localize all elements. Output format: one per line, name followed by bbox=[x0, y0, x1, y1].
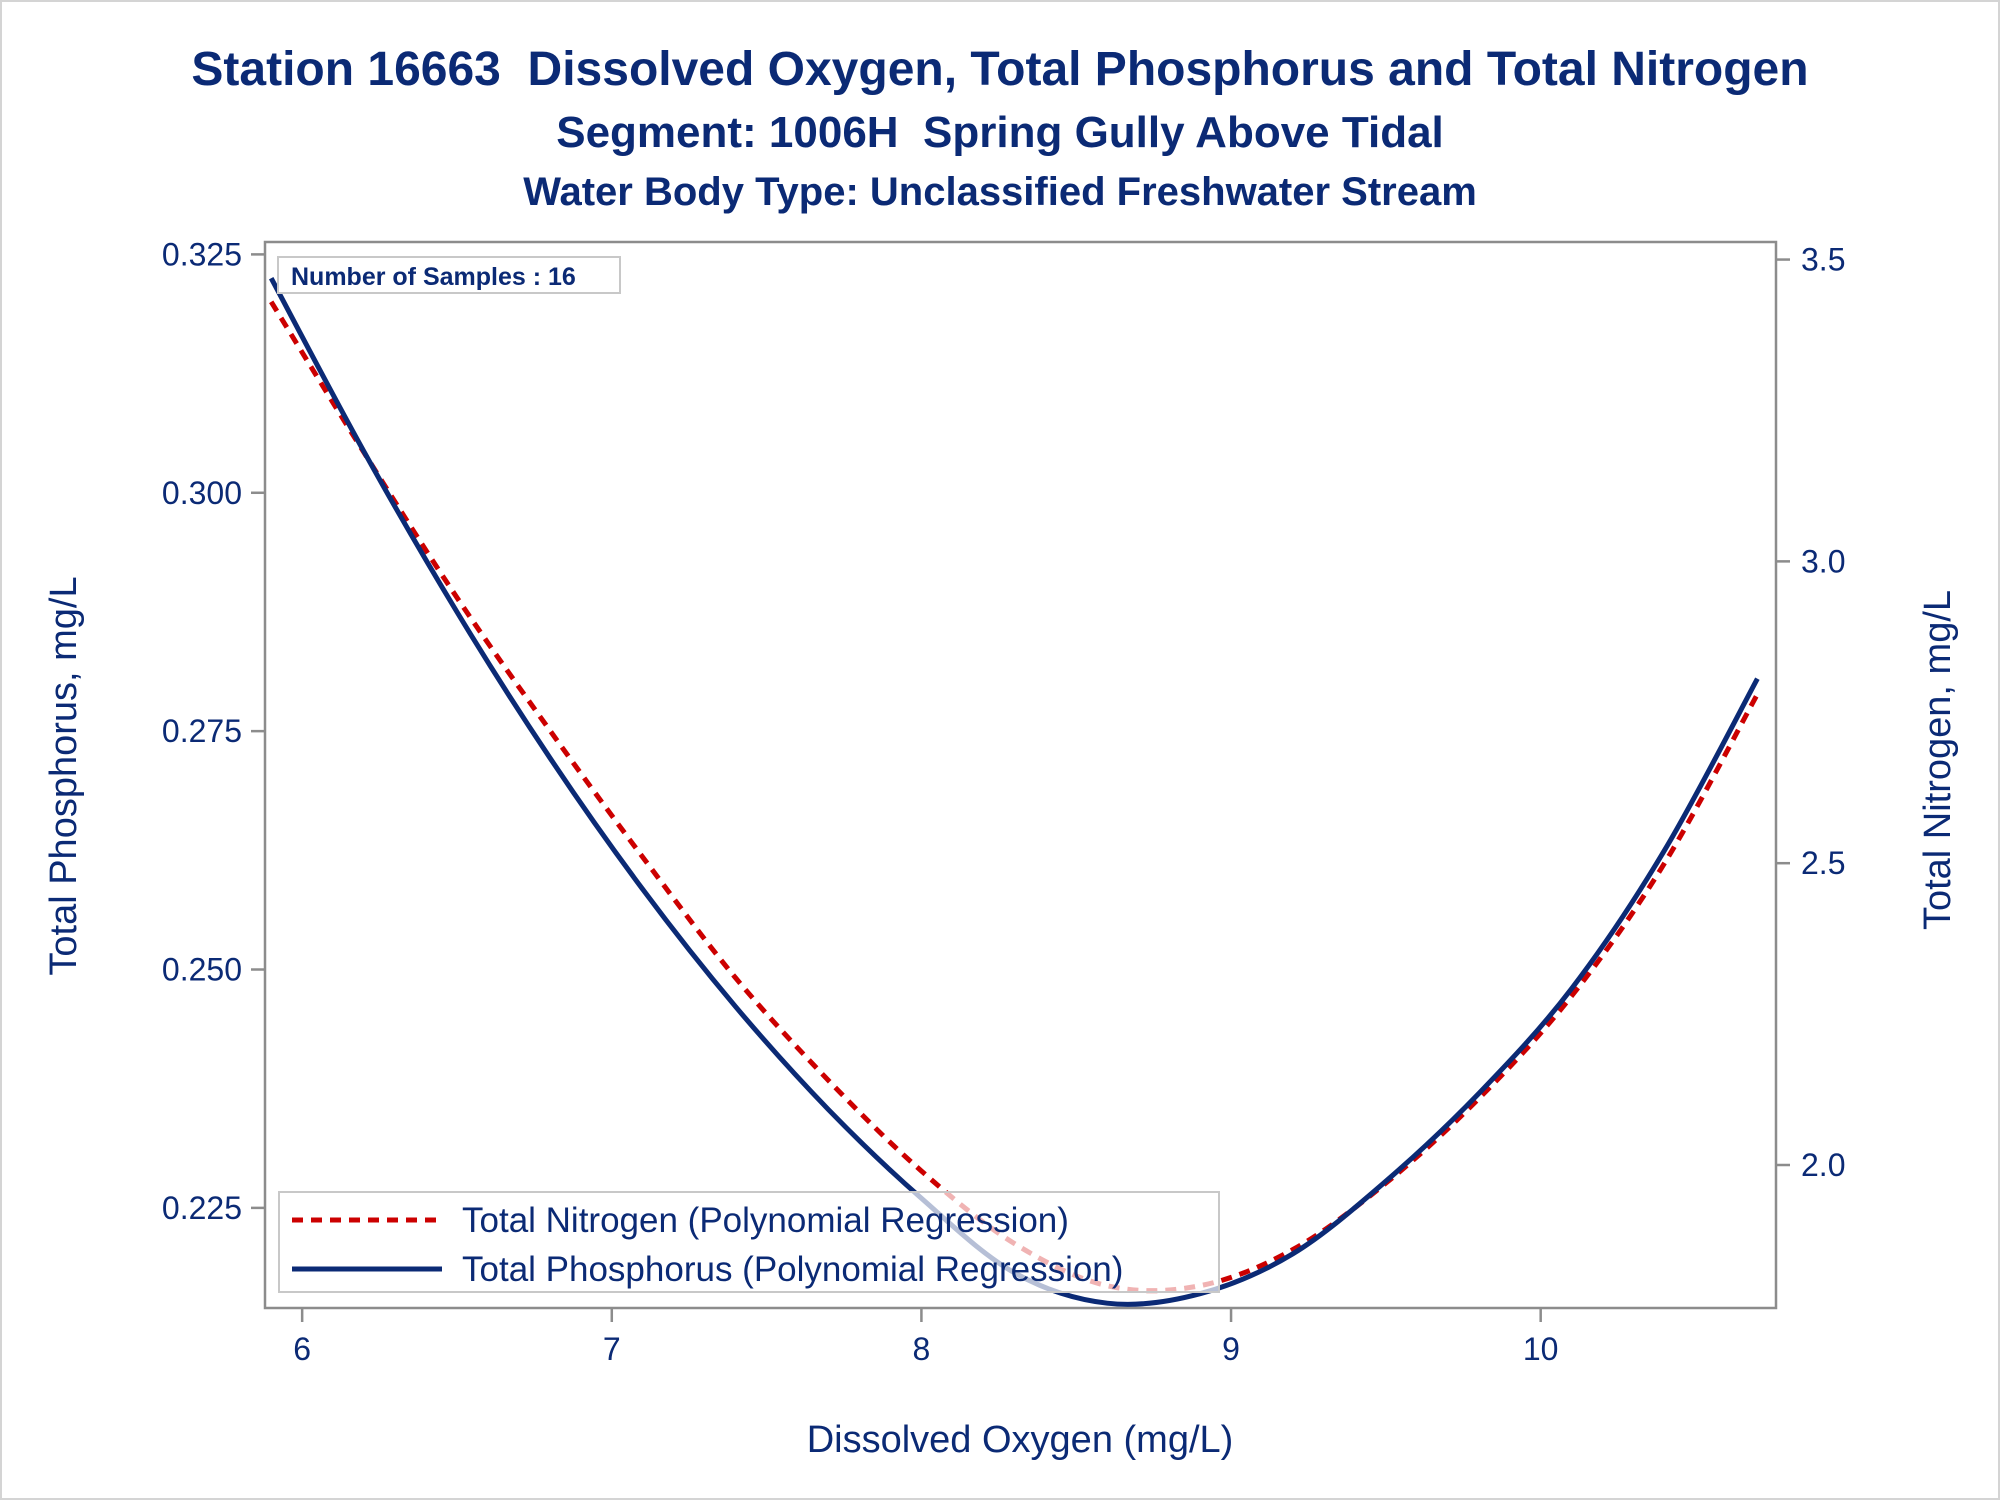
x-tick-label: 7 bbox=[603, 1331, 621, 1367]
plot-area-frame bbox=[263, 240, 1778, 1310]
y-left-tick-label: 0.225 bbox=[162, 1190, 242, 1226]
y-left-tick-label: 0.275 bbox=[162, 713, 242, 749]
sample-count-label: Number of Samples : 16 bbox=[291, 263, 576, 291]
series-line-total-nitrogen bbox=[269, 300, 1760, 1294]
y-left-axis-title: Total Phosphorus, mg/L bbox=[43, 576, 85, 975]
series-lines bbox=[268, 277, 1760, 1307]
sample-count-box bbox=[277, 256, 621, 294]
axis-ticks: 6 7 8 9 10 0.325 0.300 0.275 0.250 0.225 3.5 3.0 2.5… bbox=[162, 236, 1846, 1367]
series-line-total-phosphorus bbox=[268, 277, 1760, 1307]
y-left-tick-label: 0.300 bbox=[162, 475, 242, 511]
x-tick-label: 8 bbox=[913, 1331, 931, 1367]
y-right-tick-label: 3.5 bbox=[1801, 242, 1845, 278]
chart-subtitle-water-body: Water Body Type: Unclassified Freshwater… bbox=[523, 170, 1477, 214]
y-left-tick-label: 0.250 bbox=[162, 952, 242, 988]
x-axis-title: Dissolved Oxygen (mg/L) bbox=[807, 1419, 1234, 1461]
sample-count-inset: Number of Samples : 16 bbox=[277, 256, 621, 294]
y-right-tick-label: 2.0 bbox=[1801, 1147, 1845, 1183]
legend-label-phosphorus: Total Phosphorus (Polynomial Regression) bbox=[462, 1250, 1123, 1289]
legend-box bbox=[278, 1191, 1220, 1293]
y-right-axis-title: Total Nitrogen, mg/L bbox=[1917, 590, 1959, 930]
x-tick-label: 9 bbox=[1222, 1331, 1240, 1367]
legend-label-nitrogen: Total Nitrogen (Polynomial Regression) bbox=[462, 1201, 1069, 1240]
x-tick-label: 6 bbox=[293, 1331, 311, 1367]
y-right-tick-label: 2.5 bbox=[1801, 845, 1845, 881]
legend: Total Nitrogen (Polynomial Regression) T… bbox=[278, 1191, 1220, 1293]
x-tick-label: 10 bbox=[1523, 1331, 1559, 1367]
y-left-tick-label: 0.325 bbox=[162, 236, 242, 272]
chart-title: Station 16663 Dissolved Oxygen, Total Ph… bbox=[191, 43, 1809, 96]
chart-subtitle-segment: Segment: 1006H Spring Gully Above Tidal bbox=[556, 108, 1444, 157]
y-right-tick-label: 3.0 bbox=[1801, 543, 1845, 579]
